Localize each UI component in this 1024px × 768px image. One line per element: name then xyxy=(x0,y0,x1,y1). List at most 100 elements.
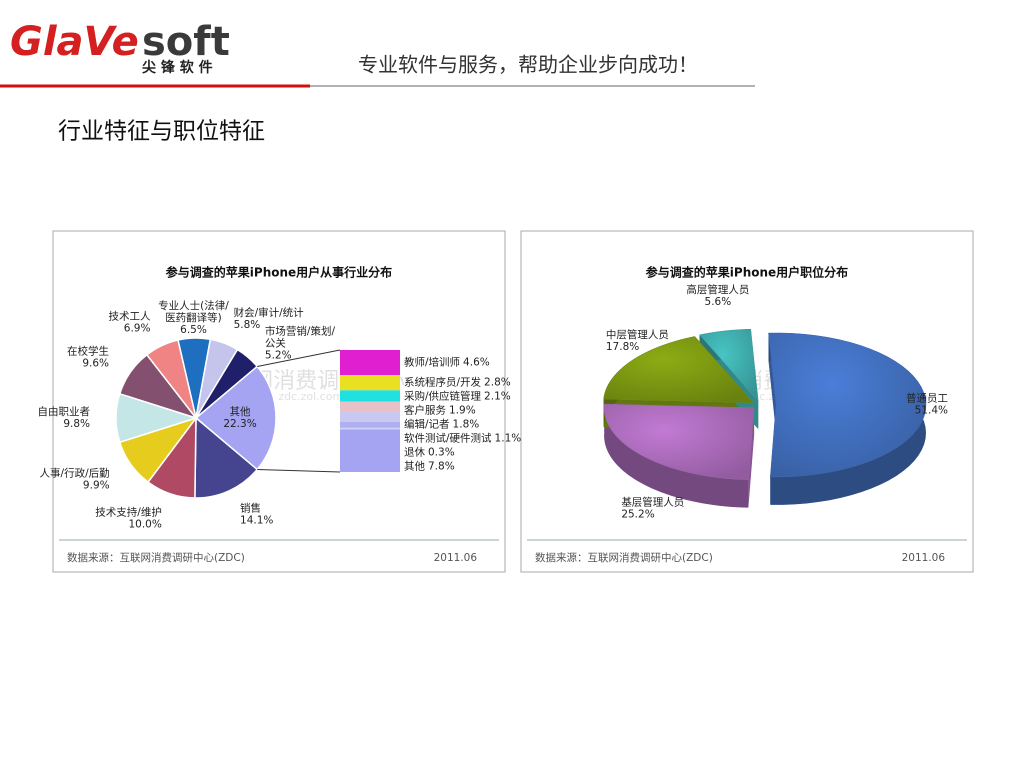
connector xyxy=(257,349,341,367)
category-name-line: 客户服务 xyxy=(404,404,446,417)
slice-label: 技术工人 6.9% xyxy=(108,309,150,334)
category-name: 在校学生 xyxy=(67,344,109,357)
value-label: 17.8% xyxy=(606,341,639,353)
source: 数据来源：互联网消费调研中心(ZDC) xyxy=(535,551,713,564)
category-name-line: 中层管理人员 xyxy=(606,328,669,341)
category-name-line: 其他 xyxy=(230,405,251,418)
category-name: 退休 xyxy=(404,447,425,459)
value-label: 1.8% xyxy=(453,419,480,431)
slice-side xyxy=(604,404,749,508)
category-name-line: 公关 xyxy=(265,336,286,349)
chart-title: 参与调查的苹果iPhone用户从事行业分布 xyxy=(166,265,392,280)
category-name-line: 采购/供应链管理 xyxy=(404,390,482,403)
category-name: 基层管理人员 xyxy=(621,496,684,509)
slice-label: 编辑/记者 1.8% xyxy=(404,418,479,431)
breakdown-segment xyxy=(340,375,400,391)
category-name-line: 财会/审计/统计 xyxy=(234,306,305,319)
date: 2011.06 xyxy=(902,552,946,564)
value-label: 0.3% xyxy=(428,447,455,459)
breakdown-segment xyxy=(340,350,400,376)
pie-slice xyxy=(603,336,755,403)
value-label: 6.9% xyxy=(124,322,151,334)
category-name: 系统程序员/开发 xyxy=(404,376,482,389)
breakdown-segment xyxy=(340,390,400,402)
value-label: 2.8% xyxy=(484,377,511,389)
breakdown-segment xyxy=(340,427,400,430)
value-label: 10.0% xyxy=(128,518,161,530)
slice-label: 其他 22.3% xyxy=(223,405,256,430)
category-name: 采购/供应链管理 xyxy=(404,390,482,403)
value-label: 7.8% xyxy=(428,461,455,473)
watermark-url: zdc.zol.com.cn xyxy=(278,390,359,403)
pie-slice xyxy=(194,416,259,499)
slice-label: 其他 7.8% xyxy=(404,460,455,473)
pie-slice xyxy=(194,365,277,471)
value-label: 6.5% xyxy=(180,324,207,336)
slice-label: 在校学生 9.6% xyxy=(67,344,109,369)
pie-slice xyxy=(699,328,759,402)
logo-left: GlaVe xyxy=(10,19,139,65)
category-name-line: 高层管理人员 xyxy=(686,283,749,296)
value-label: 22.3% xyxy=(223,418,256,430)
slice-label: 基层管理人员 25.2% xyxy=(621,496,684,521)
category-name-line: 退休 xyxy=(404,447,425,459)
pie-slice xyxy=(603,403,755,480)
slice-label: 系统程序员/开发 2.8% xyxy=(404,376,511,389)
slide-title: 行业特征与职位特征 xyxy=(58,119,265,145)
category-name-line: 编辑/记者 xyxy=(404,418,450,431)
slice-label: 自由职业者 9.8% xyxy=(38,405,91,430)
slice-label: 软件测试/硬件测试 1.1% xyxy=(404,432,521,445)
slice-label: 退休 0.3% xyxy=(404,447,455,459)
value-label: 14.1% xyxy=(240,514,273,526)
value-label: 9.9% xyxy=(83,479,110,491)
category-name-line: 系统程序员/开发 xyxy=(404,376,482,389)
category-name-line: 医药翻译等) xyxy=(165,311,222,324)
category-name-line: 普通员工 xyxy=(906,391,948,404)
breakdown-segment xyxy=(340,401,400,413)
breakdown-segment xyxy=(340,412,400,422)
value-label: 51.4% xyxy=(915,404,948,416)
value-label: 9.6% xyxy=(82,357,109,369)
value-label: 5.8% xyxy=(234,319,261,331)
slice-label: 客户服务 1.9% xyxy=(404,404,476,417)
category-name: 技术工人 xyxy=(108,309,150,322)
slice-label: 采购/供应链管理 2.1% xyxy=(404,390,511,403)
slice-label: 技术支持/维护 10.0% xyxy=(95,505,162,530)
value-label: 4.6% xyxy=(463,357,490,369)
value-label: 5.2% xyxy=(265,349,292,361)
category-name-line: 技术工人 xyxy=(108,309,150,322)
slice-label: 财会/审计/统计 5.8% xyxy=(234,306,305,331)
slice-label: 普通员工 51.4% xyxy=(906,391,948,416)
category-name: 销售 xyxy=(240,501,261,514)
value-label: 1.9% xyxy=(449,405,476,417)
category-name: 自由职业者 xyxy=(38,405,91,418)
category-name: 中层管理人员 xyxy=(606,328,669,341)
slice-label: 专业人士(法律/医药翻译等) 6.5% xyxy=(158,299,229,336)
breakdown-segment xyxy=(340,429,400,472)
slice-label: 销售 14.1% xyxy=(240,501,273,526)
category-name-line: 销售 xyxy=(240,501,261,514)
slice-label: 市场营销/策划/公关 5.2% xyxy=(265,324,336,361)
source: 数据来源：互联网消费调研中心(ZDC) xyxy=(67,551,245,564)
slogan: 专业软件与服务，帮助企业步向成功！ xyxy=(358,53,698,77)
slice-label: 人事/行政/后勤 9.9% xyxy=(40,466,110,491)
category-name: 其他 xyxy=(404,460,425,473)
category-name: 财会/审计/统计 xyxy=(234,306,305,319)
category-name: 技术支持/维护 xyxy=(95,505,162,518)
pie-slice xyxy=(768,332,927,478)
category-name: 人事/行政/后勤 xyxy=(40,466,110,479)
category-name-line: 自由职业者 xyxy=(38,405,91,418)
slice-label: 中层管理人员 17.8% xyxy=(606,328,669,353)
category-name-line: 其他 xyxy=(404,460,425,473)
category-name-line: 市场营销/策划/ xyxy=(265,324,336,337)
category-name: 普通员工 xyxy=(906,391,948,404)
category-name: 市场营销/策划/公关 xyxy=(265,324,336,349)
category-name-line: 软件测试/硬件测试 xyxy=(404,432,492,445)
value-label: 1.1% xyxy=(495,433,522,445)
value-label: 5.6% xyxy=(705,296,732,308)
breakdown-segment xyxy=(340,421,400,428)
value-label: 9.8% xyxy=(63,418,90,430)
slice-label: 高层管理人员 5.6% xyxy=(686,283,749,308)
category-name: 编辑/记者 xyxy=(404,418,450,431)
